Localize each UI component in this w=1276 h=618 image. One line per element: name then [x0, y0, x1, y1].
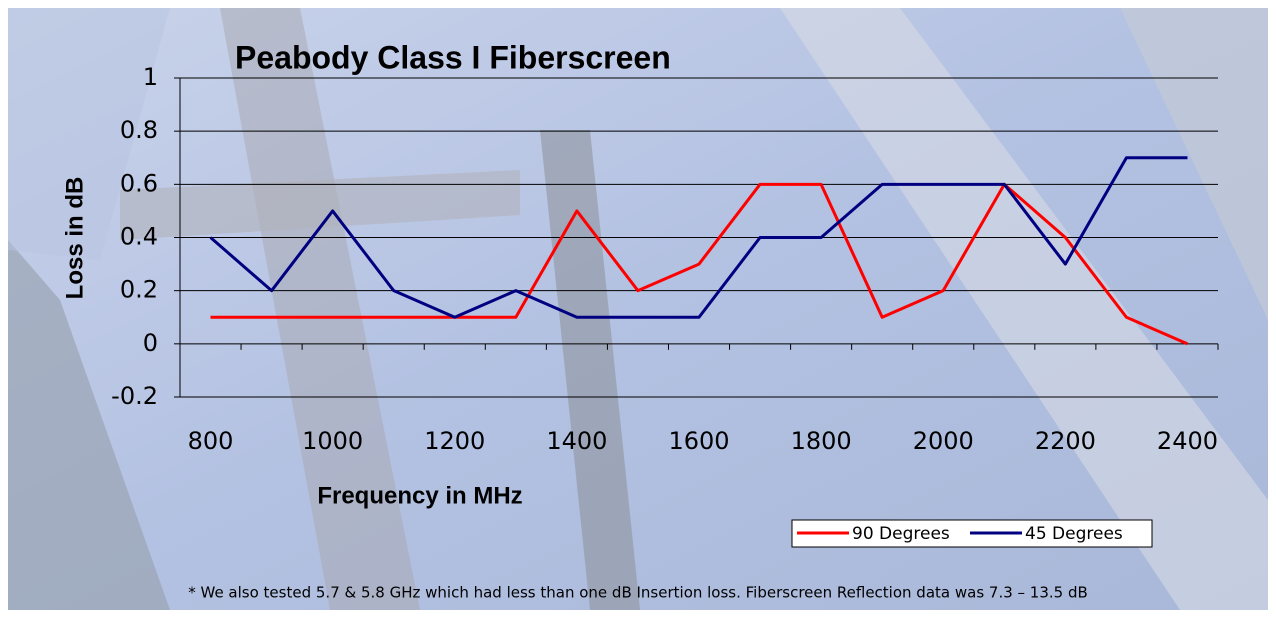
page: Peabody Class I Fiberscreen Loss in dB F…	[0, 0, 1276, 618]
y-tick-label: 0.8	[120, 116, 158, 144]
y-tick-label: 1	[143, 63, 158, 91]
footnote: * We also tested 5.7 & 5.8 GHz which had…	[188, 584, 1088, 602]
x-tick-label: 1200	[424, 427, 485, 455]
x-tick-label: 1000	[302, 427, 363, 455]
legend-label: 90 Degrees	[852, 524, 950, 544]
x-tick-label: 1800	[791, 427, 852, 455]
y-axis-title: Loss in dB	[61, 177, 88, 300]
y-tick-label: 0.4	[120, 223, 158, 251]
legend-label: 45 Degrees	[1025, 524, 1123, 544]
x-tick-label: 2400	[1157, 427, 1218, 455]
x-tick-label: 1400	[546, 427, 607, 455]
y-tick-label: -0.2	[111, 382, 158, 410]
chart: Peabody Class I Fiberscreen Loss in dB F…	[0, 0, 1276, 618]
chart-title: Peabody Class I Fiberscreen	[235, 39, 671, 75]
x-tick-label: 1600	[668, 427, 729, 455]
x-tick-label: 2200	[1035, 427, 1096, 455]
y-tick-label: 0.6	[120, 169, 158, 197]
x-axis-title: Frequency in MHz	[317, 482, 522, 509]
y-tick-label: 0	[143, 329, 158, 357]
x-tick-label: 800	[188, 427, 234, 455]
y-tick-label: 0.2	[120, 276, 158, 304]
x-tick-label: 2000	[913, 427, 974, 455]
